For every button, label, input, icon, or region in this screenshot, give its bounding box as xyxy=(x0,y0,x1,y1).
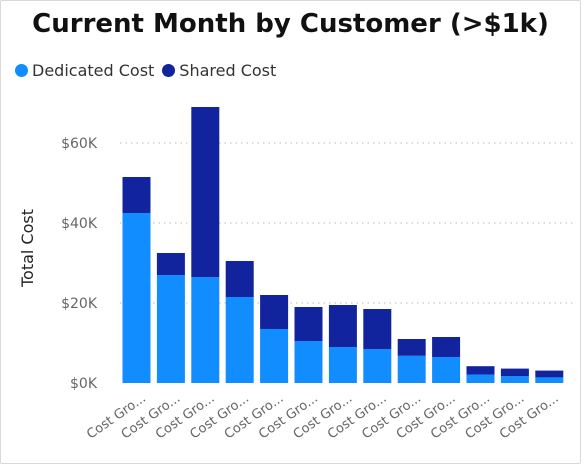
bar-dedicated-cost[interactable] xyxy=(500,376,529,383)
bar-dedicated-cost[interactable] xyxy=(535,377,564,383)
bar-shared-cost[interactable] xyxy=(328,305,357,347)
bar-shared-cost[interactable] xyxy=(397,339,426,356)
bar-shared-cost[interactable] xyxy=(363,309,392,349)
y-tick-label: $60K xyxy=(61,136,98,152)
legend-label-shared: Shared Cost xyxy=(179,61,277,80)
bar-shared-cost[interactable] xyxy=(432,337,461,357)
y-tick-label: $0K xyxy=(70,376,98,392)
bar-dedicated-cost[interactable] xyxy=(260,329,289,383)
y-axis-label: Total Cost xyxy=(18,209,37,288)
legend-dot-dedicated-icon xyxy=(15,64,28,77)
bar-shared-cost[interactable] xyxy=(466,366,495,375)
legend-dot-shared-icon xyxy=(162,64,176,77)
bar-dedicated-cost[interactable] xyxy=(363,349,392,383)
chart-title: Current Month by Customer (>$1k) xyxy=(32,9,549,39)
bar-dedicated-cost[interactable] xyxy=(397,355,426,383)
bar-dedicated-cost[interactable] xyxy=(466,374,495,383)
bar-dedicated-cost[interactable] xyxy=(432,357,461,383)
bar-shared-cost[interactable] xyxy=(191,107,220,277)
y-tick-label: $20K xyxy=(61,296,98,312)
legend-label-dedicated: Dedicated Cost xyxy=(32,61,155,80)
bar-dedicated-cost[interactable] xyxy=(294,341,323,383)
legend-item-shared[interactable]: Shared Cost xyxy=(162,61,276,80)
y-tick-label: $40K xyxy=(61,216,98,232)
bar-dedicated-cost[interactable] xyxy=(191,277,220,383)
bar-shared-cost[interactable] xyxy=(535,370,564,378)
bar-shared-cost[interactable] xyxy=(260,295,289,329)
legend: Dedicated Cost Shared Cost xyxy=(15,61,284,80)
bar-dedicated-cost[interactable] xyxy=(122,213,151,383)
bar-dedicated-cost[interactable] xyxy=(156,275,185,383)
bar-shared-cost[interactable] xyxy=(122,177,151,213)
bar-shared-cost[interactable] xyxy=(225,261,254,297)
bar-shared-cost[interactable] xyxy=(294,307,323,341)
bar-dedicated-cost[interactable] xyxy=(225,297,254,383)
bar-dedicated-cost[interactable] xyxy=(328,347,357,383)
bar-shared-cost[interactable] xyxy=(500,368,529,377)
legend-item-dedicated[interactable]: Dedicated Cost xyxy=(15,61,154,80)
bar-shared-cost[interactable] xyxy=(156,253,185,275)
